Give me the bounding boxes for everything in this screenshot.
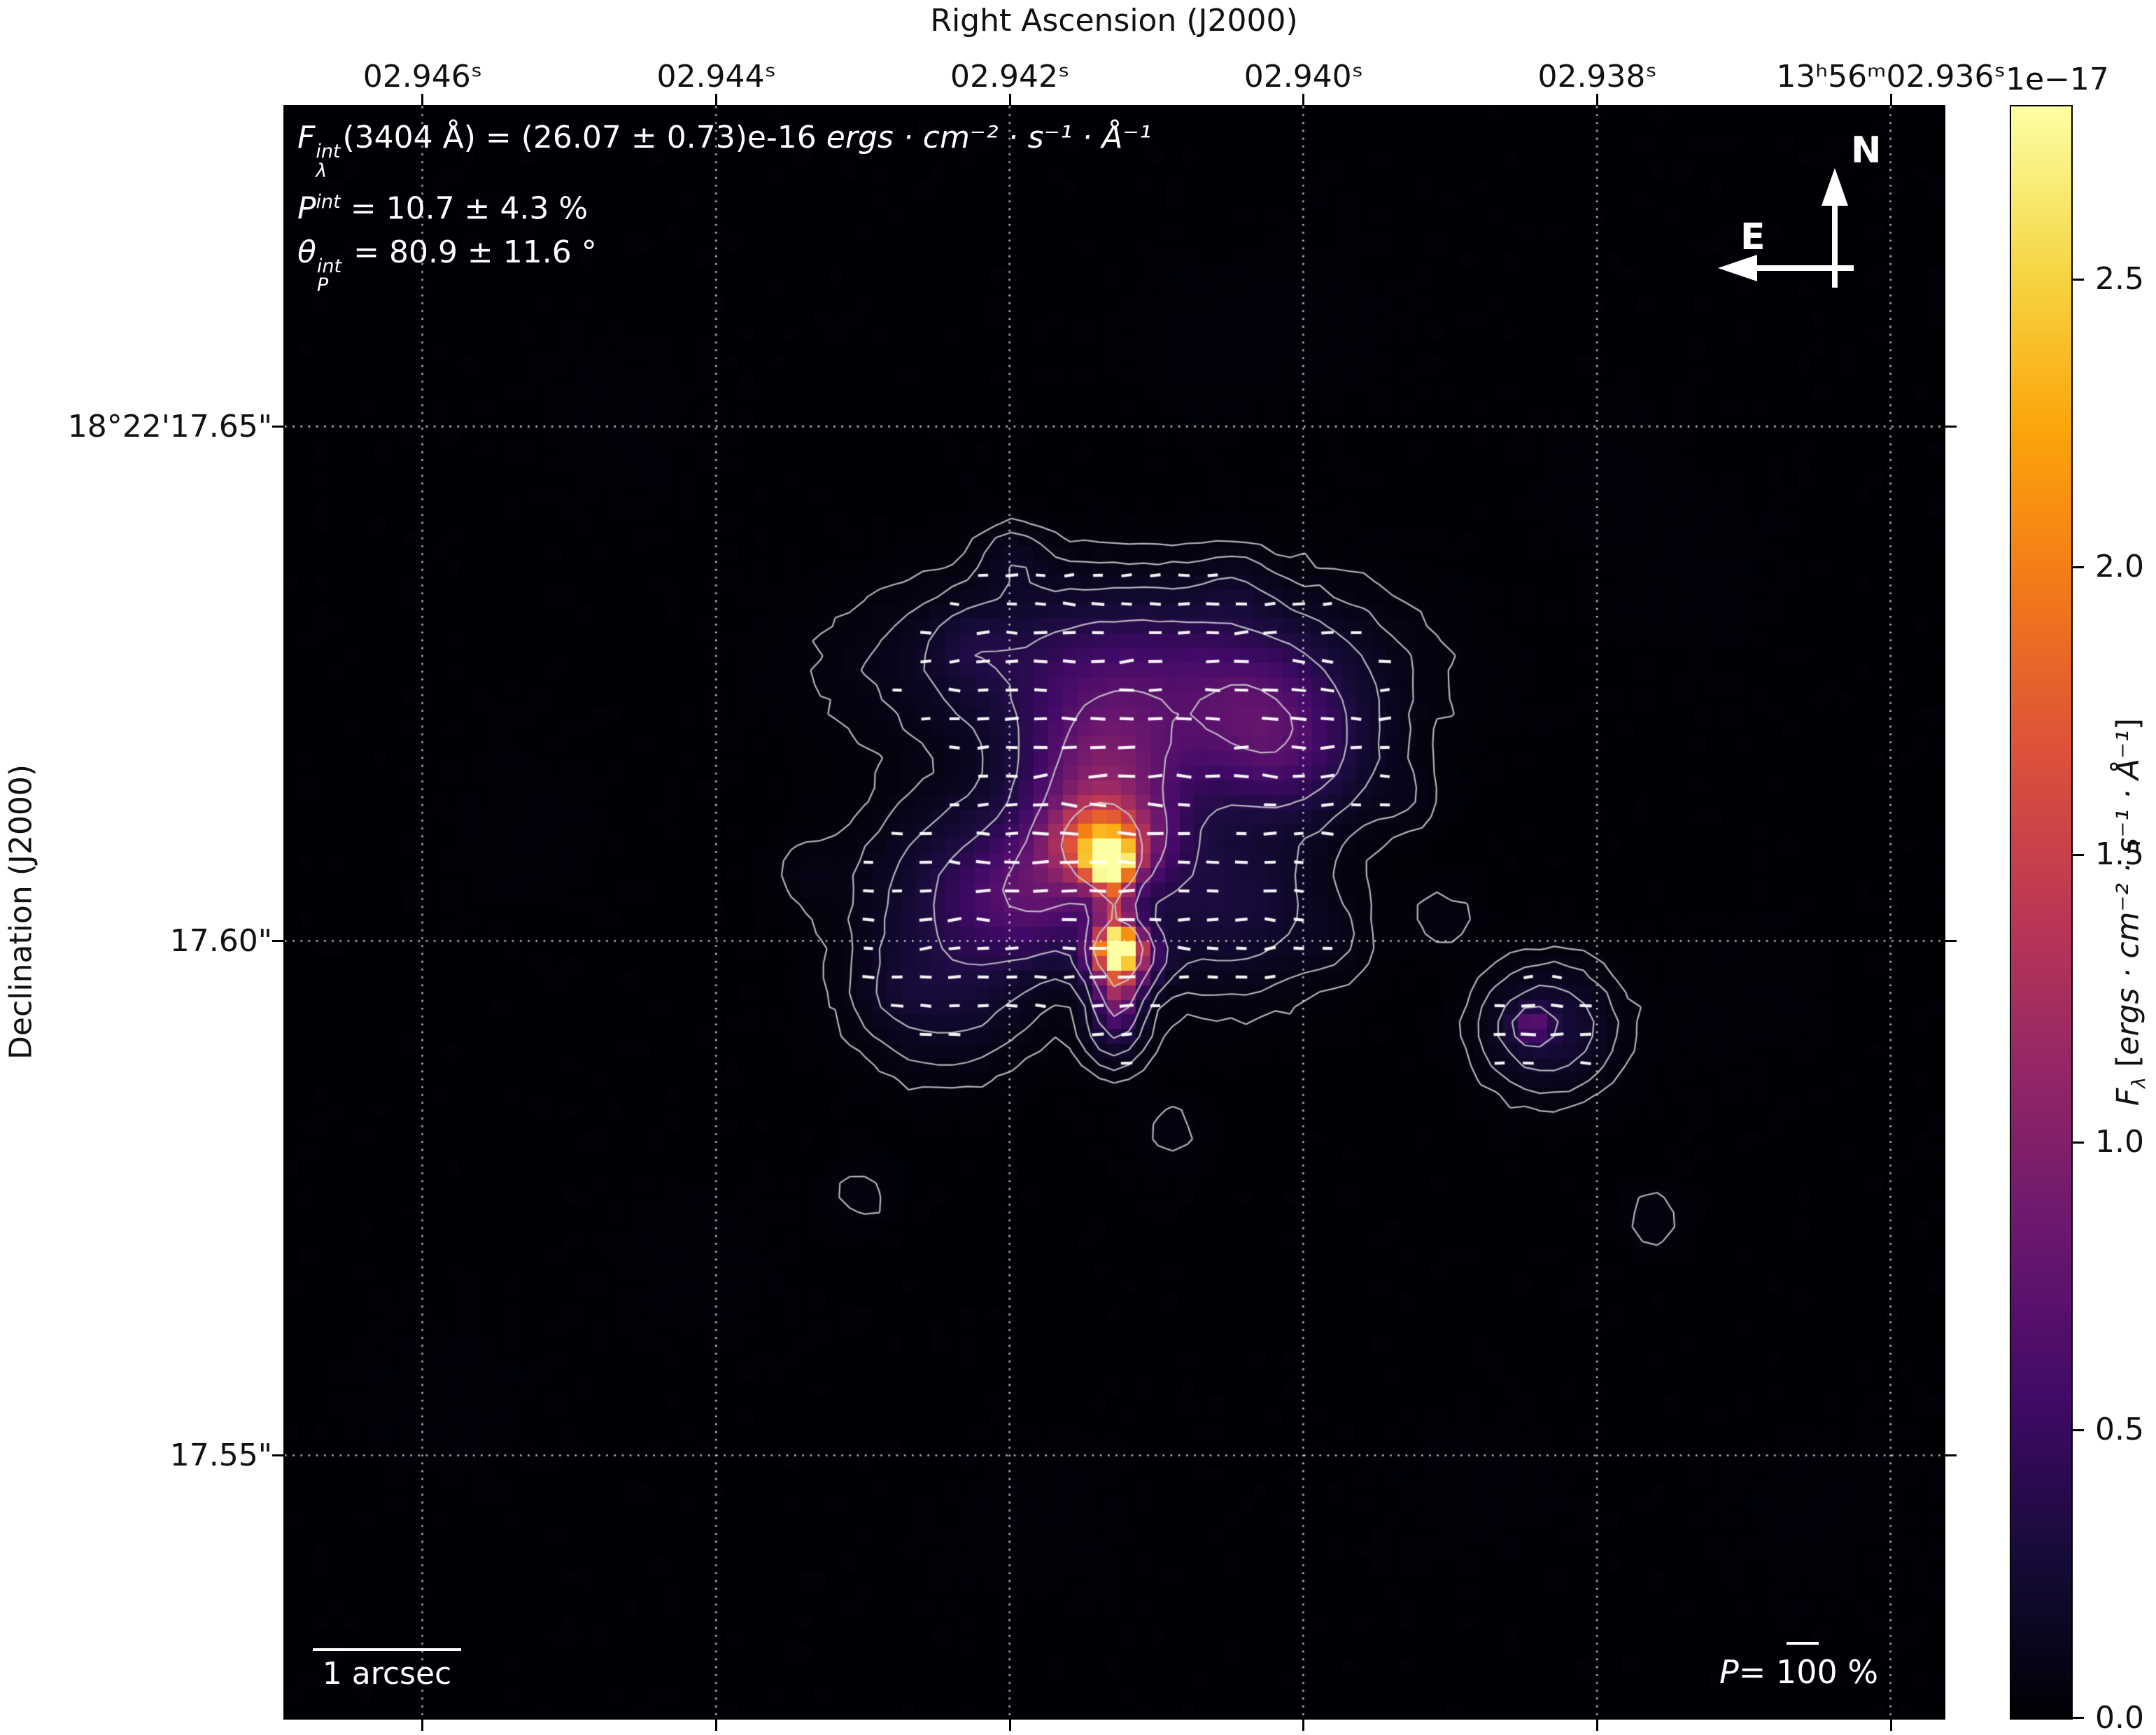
axis-tick-mark [1945, 426, 1957, 428]
colorbar-tick-mark [2073, 1141, 2084, 1144]
ra-tick-label: 02.940ˢ [1243, 59, 1364, 94]
colorbar-tick-label: 0.0 [2095, 1699, 2144, 1735]
ra-tick-label: 02.944ˢ [656, 59, 776, 94]
ra-tick-label: 02.938ˢ [1537, 59, 1657, 94]
compass: N E [1718, 129, 1882, 288]
axis-tick-mark [421, 94, 424, 105]
flux-superscript: int [316, 141, 341, 163]
cbar-flux-symbol: F [2110, 1088, 2146, 1107]
axis-tick-mark [272, 1454, 283, 1457]
axis-tick-mark [1008, 1720, 1011, 1731]
ra-tick-label: 13ʰ56ᵐ02.936ˢ [1776, 59, 2006, 94]
polarization-scale: P= 100 % [1719, 1642, 1879, 1691]
colorbar-tick-label: 2.0 [2095, 549, 2144, 585]
axis-tick-mark [421, 1720, 424, 1731]
ra-tick-label: 02.942ˢ [950, 59, 1070, 94]
colorbar-tick-mark [2073, 278, 2084, 281]
dec-tick-label: 17.60" [169, 922, 272, 959]
colorbar-tick-mark [2073, 1717, 2084, 1719]
dec-tick-label: 18°22'17.65" [67, 408, 272, 444]
axis-tick-mark [715, 1720, 718, 1731]
colorbar-tick-label: 2.5 [2095, 261, 2144, 297]
angle-symbol: θ [297, 234, 316, 270]
flux-units: ergs · cm⁻² · s⁻¹ · Å⁻¹ [826, 120, 1152, 155]
axis-tick-mark [1596, 1720, 1599, 1731]
axis-tick-mark [1302, 94, 1305, 105]
colorbar-gradient [2010, 105, 2073, 1720]
ra-tick-label: 02.946ˢ [362, 59, 483, 94]
cbar-flux-subscript: λ [2128, 1076, 2150, 1088]
annotation-polarization: Pint = 10.7 ± 4.3 % [297, 181, 1151, 231]
angle-superscript: int [316, 255, 342, 277]
axis-tick-mark [1889, 1720, 1892, 1731]
axis-tick-mark [1008, 94, 1011, 105]
axis-tick-mark [1889, 94, 1892, 105]
compass-north-arrowhead [1822, 168, 1848, 206]
colorbar-tick-mark [2073, 853, 2084, 856]
cbar-bracket-open: [ [2110, 1055, 2146, 1077]
axis-tick-mark [1596, 94, 1599, 105]
axis-tick-mark [1945, 1454, 1957, 1457]
flux-subscript: λ [316, 160, 327, 182]
compass-north-label: N [1851, 129, 1882, 171]
cbar-units: ergs · cm⁻² · s⁻¹ · Å⁻¹ [2110, 730, 2146, 1055]
sky-image-canvas [285, 106, 1943, 1718]
pscale-value: 100 [1775, 1653, 1838, 1691]
pol-superscript: int [316, 191, 341, 213]
axis-tick-mark [1302, 1720, 1305, 1731]
annotation-angle: θ int P = 80.9 ± 11.6 ° [297, 231, 1151, 295]
dec-tick-label: 17.55" [169, 1437, 272, 1473]
colorbar-exponent-label: 1e−17 [2006, 62, 2109, 97]
colorbar-tick-label: 0.5 [2095, 1412, 2144, 1448]
colorbar-axis-label: Fλ [ergs · cm⁻² · s⁻¹ · Å⁻¹] [2111, 718, 2150, 1106]
cbar-bracket-close: ] [2110, 717, 2146, 731]
axis-tick-mark [1945, 940, 1957, 943]
polarization-scale-bar [1787, 1642, 1819, 1645]
colorbar-tick-label: 1.5 [2095, 836, 2144, 873]
axis-tick-mark [272, 940, 283, 943]
ra-axis-title: Right Ascension (J2000) [930, 3, 1298, 38]
colorbar-tick-label: 1.0 [2095, 1124, 2144, 1160]
dec-axis-title: Declination (J2000) [3, 764, 39, 1060]
angle-subscript: P [316, 274, 329, 297]
pol-symbol: P [297, 190, 316, 227]
compass-east-arrowhead [1718, 255, 1757, 281]
colorbar-tick-mark [2073, 566, 2084, 568]
pscale-equals: = [1738, 1653, 1776, 1691]
compass-east-label: E [1740, 216, 1766, 258]
scalebar-line [313, 1648, 461, 1651]
scalebar-label: 1 arcsec [322, 1656, 452, 1692]
flux-value: (3404 Å) = (26.07 ± 0.73)e-16 [342, 120, 826, 155]
angle-value: = 80.9 ± 11.6 ° [344, 234, 597, 270]
colorbar-tick-mark [2073, 1428, 2084, 1431]
flux-symbol: F [297, 120, 316, 155]
pscale-symbol: P [1719, 1653, 1739, 1691]
axis-tick-mark [272, 426, 283, 428]
pscale-suffix: % [1837, 1653, 1879, 1691]
pol-value: = 10.7 ± 4.3 % [340, 190, 589, 227]
axis-tick-mark [715, 94, 718, 105]
